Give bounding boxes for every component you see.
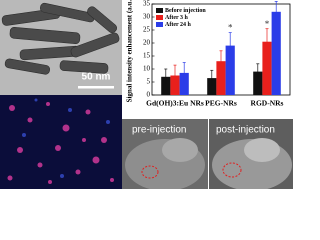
y-tick-label: 0 — [147, 91, 151, 99]
x-tick-label: PEG-NRs — [205, 99, 237, 108]
mri-images: pre-injection post-injection — [122, 119, 293, 191]
legend-label: After 24 h — [165, 22, 192, 28]
bar — [161, 76, 171, 95]
significance-mark: * — [265, 19, 270, 29]
mri-label: pre-injection — [132, 125, 186, 136]
tem-image: 50 nm — [0, 0, 122, 95]
bar — [179, 72, 189, 95]
y-tick-label: 5 — [147, 78, 151, 86]
bar — [253, 71, 263, 95]
figure: 50 nm pre-injection post-injection Signa… — [0, 0, 293, 191]
bar-chart: 0 5 10 15 20 25 30 35 Gd(OH)3:Eu NRs PEG-NRs * RGD-… — [143, 0, 291, 108]
bar — [225, 45, 235, 95]
legend-swatch — [156, 22, 163, 27]
bar — [207, 78, 217, 95]
scale-label: 50 nm — [82, 72, 111, 83]
x-tick-label: Gd(OH)3:Eu NRs — [146, 99, 204, 108]
y-tick-label: 30 — [143, 13, 151, 21]
y-tick-label: 25 — [143, 26, 151, 34]
bar — [262, 41, 272, 95]
legend-label: After 3 h — [165, 15, 189, 21]
y-tick-label: 15 — [143, 52, 151, 60]
legend-label: Before injection — [165, 8, 206, 14]
y-axis-label: Signal intensity enhancement (a.u.) — [126, 0, 134, 102]
legend-swatch — [156, 8, 163, 13]
y-tick-label: 10 — [143, 65, 151, 73]
mri-label: post-injection — [216, 125, 275, 136]
fluorescence-image — [0, 95, 122, 189]
bar — [216, 61, 226, 95]
significance-mark: * — [228, 23, 233, 33]
bar — [271, 11, 281, 95]
y-tick-label: 35 — [143, 0, 151, 8]
x-tick-label: RGD-NRs — [251, 99, 284, 108]
y-tick-label: 20 — [143, 39, 151, 47]
significance-mark: ** — [272, 0, 282, 1]
legend-swatch — [156, 15, 163, 20]
